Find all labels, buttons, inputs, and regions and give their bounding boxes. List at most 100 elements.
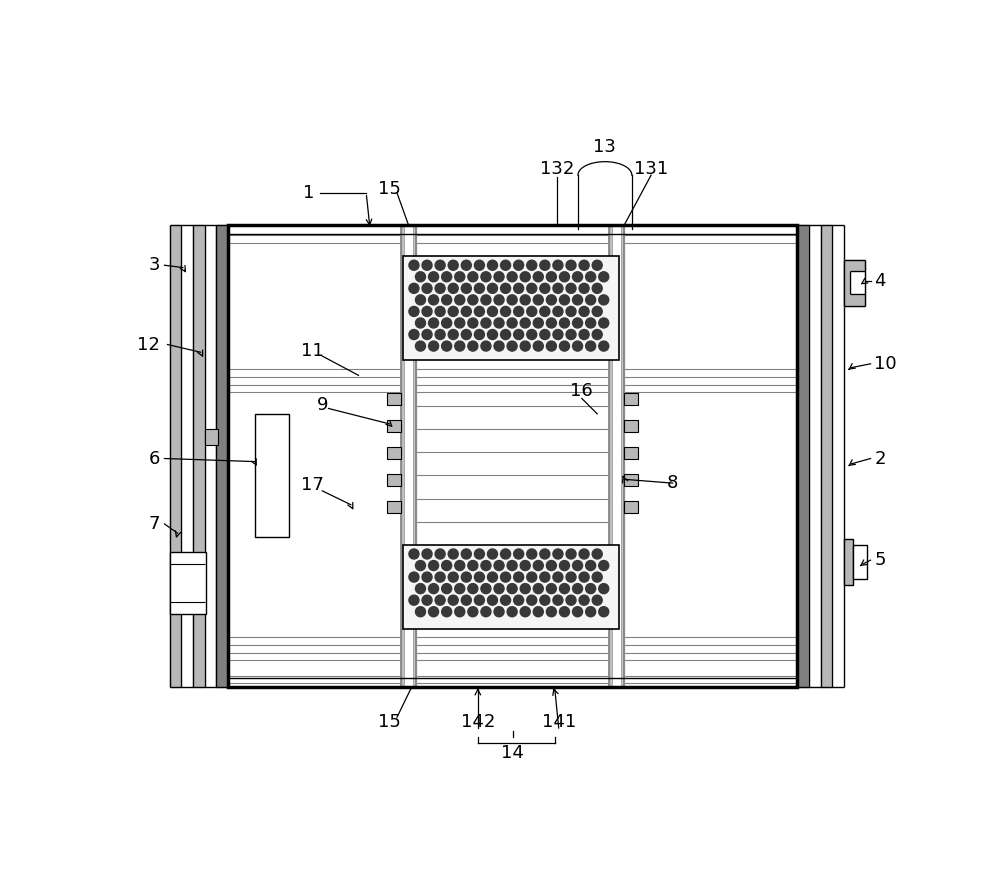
Circle shape xyxy=(592,572,602,582)
Circle shape xyxy=(533,341,543,351)
Circle shape xyxy=(442,607,452,617)
Bar xyxy=(853,545,867,579)
Circle shape xyxy=(592,283,602,294)
Circle shape xyxy=(586,584,596,594)
Circle shape xyxy=(442,561,452,571)
Text: 11: 11 xyxy=(301,341,324,360)
Circle shape xyxy=(409,595,419,605)
Circle shape xyxy=(409,572,419,582)
Circle shape xyxy=(415,607,425,617)
Circle shape xyxy=(533,318,543,328)
Circle shape xyxy=(540,283,550,294)
Bar xyxy=(624,420,638,432)
Circle shape xyxy=(579,595,589,605)
Bar xyxy=(624,447,638,460)
Circle shape xyxy=(481,607,491,617)
Circle shape xyxy=(507,272,517,281)
Circle shape xyxy=(455,607,465,617)
Circle shape xyxy=(566,330,576,340)
Circle shape xyxy=(559,272,569,281)
Circle shape xyxy=(422,572,432,582)
Text: 6: 6 xyxy=(148,450,160,467)
Circle shape xyxy=(487,595,497,605)
Bar xyxy=(403,256,619,360)
Circle shape xyxy=(468,584,478,594)
Circle shape xyxy=(435,572,445,582)
Circle shape xyxy=(559,318,569,328)
Bar xyxy=(387,501,401,513)
Bar xyxy=(205,430,218,445)
Circle shape xyxy=(429,341,439,351)
Circle shape xyxy=(501,595,511,605)
Circle shape xyxy=(599,272,609,281)
Circle shape xyxy=(481,318,491,328)
Text: 10: 10 xyxy=(874,355,897,373)
Circle shape xyxy=(507,607,517,617)
Circle shape xyxy=(592,549,602,559)
Circle shape xyxy=(573,341,583,351)
Circle shape xyxy=(599,318,609,328)
Circle shape xyxy=(501,283,511,294)
Circle shape xyxy=(586,607,596,617)
Circle shape xyxy=(573,607,583,617)
Circle shape xyxy=(494,341,504,351)
Text: 7: 7 xyxy=(148,515,160,533)
Circle shape xyxy=(520,318,530,328)
Circle shape xyxy=(442,341,452,351)
Circle shape xyxy=(448,283,458,294)
Circle shape xyxy=(474,330,484,340)
Circle shape xyxy=(435,260,445,270)
Circle shape xyxy=(514,283,524,294)
Circle shape xyxy=(487,283,497,294)
Circle shape xyxy=(520,341,530,351)
Text: 16: 16 xyxy=(570,382,593,400)
Circle shape xyxy=(409,283,419,294)
Circle shape xyxy=(468,607,478,617)
Circle shape xyxy=(553,330,563,340)
Text: 15: 15 xyxy=(378,713,401,731)
Circle shape xyxy=(573,561,583,571)
Circle shape xyxy=(501,260,511,270)
Circle shape xyxy=(586,318,596,328)
Circle shape xyxy=(429,318,439,328)
Bar xyxy=(387,420,401,432)
Text: 5: 5 xyxy=(874,551,886,569)
Bar xyxy=(624,501,638,513)
Circle shape xyxy=(520,295,530,305)
Circle shape xyxy=(546,295,556,305)
Circle shape xyxy=(540,595,550,605)
Text: 17: 17 xyxy=(301,475,324,494)
Circle shape xyxy=(409,260,419,270)
Bar xyxy=(255,414,289,537)
Text: 15: 15 xyxy=(378,180,401,198)
Circle shape xyxy=(448,549,458,559)
Circle shape xyxy=(553,283,563,294)
Circle shape xyxy=(442,295,452,305)
Circle shape xyxy=(546,584,556,594)
Circle shape xyxy=(573,272,583,281)
Circle shape xyxy=(448,572,458,582)
Bar xyxy=(170,552,206,614)
Circle shape xyxy=(501,549,511,559)
Circle shape xyxy=(442,584,452,594)
Circle shape xyxy=(546,607,556,617)
Circle shape xyxy=(599,295,609,305)
Circle shape xyxy=(579,572,589,582)
Text: 132: 132 xyxy=(540,160,574,178)
Circle shape xyxy=(540,260,550,270)
Circle shape xyxy=(579,283,589,294)
Bar xyxy=(387,393,401,406)
Circle shape xyxy=(501,572,511,582)
Circle shape xyxy=(533,272,543,281)
Circle shape xyxy=(573,584,583,594)
Circle shape xyxy=(487,549,497,559)
Circle shape xyxy=(527,306,537,317)
Circle shape xyxy=(553,595,563,605)
Circle shape xyxy=(468,272,478,281)
Bar xyxy=(624,474,638,486)
Circle shape xyxy=(448,306,458,317)
Circle shape xyxy=(546,561,556,571)
Circle shape xyxy=(415,561,425,571)
Circle shape xyxy=(559,607,569,617)
Text: 12: 12 xyxy=(137,335,160,354)
